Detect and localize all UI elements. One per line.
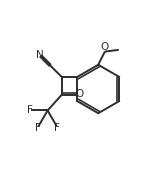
Text: O: O [100,42,109,52]
Text: F: F [27,106,33,116]
Text: O: O [75,89,84,99]
Text: N: N [36,50,44,60]
Text: F: F [35,122,41,132]
Text: F: F [54,122,60,132]
